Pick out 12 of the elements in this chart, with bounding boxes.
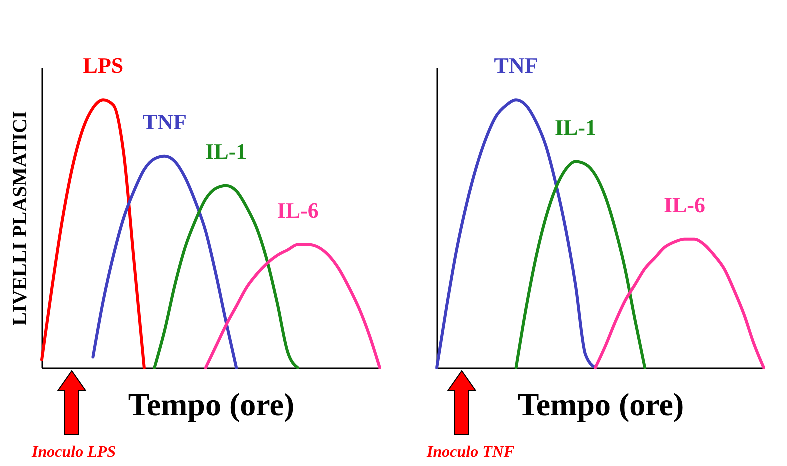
text: Inoculo TNF <box>427 444 515 462</box>
series-label: IL-1 <box>206 138 248 164</box>
x-axis-title: Tempo (ore) <box>128 386 295 422</box>
y-axis-title: LIVELLI PLASMATICI <box>10 110 32 326</box>
series-label: LPS <box>83 53 124 78</box>
series-label: IL-6 <box>664 192 706 218</box>
series-label: TNF <box>142 109 187 134</box>
series-label: IL-1 <box>554 114 597 140</box>
series-label: TNF <box>494 53 538 78</box>
series-label: IL-6 <box>277 198 319 223</box>
text: Inoculo LPS <box>32 444 116 462</box>
x-axis-title: Tempo (ore) <box>518 386 684 422</box>
